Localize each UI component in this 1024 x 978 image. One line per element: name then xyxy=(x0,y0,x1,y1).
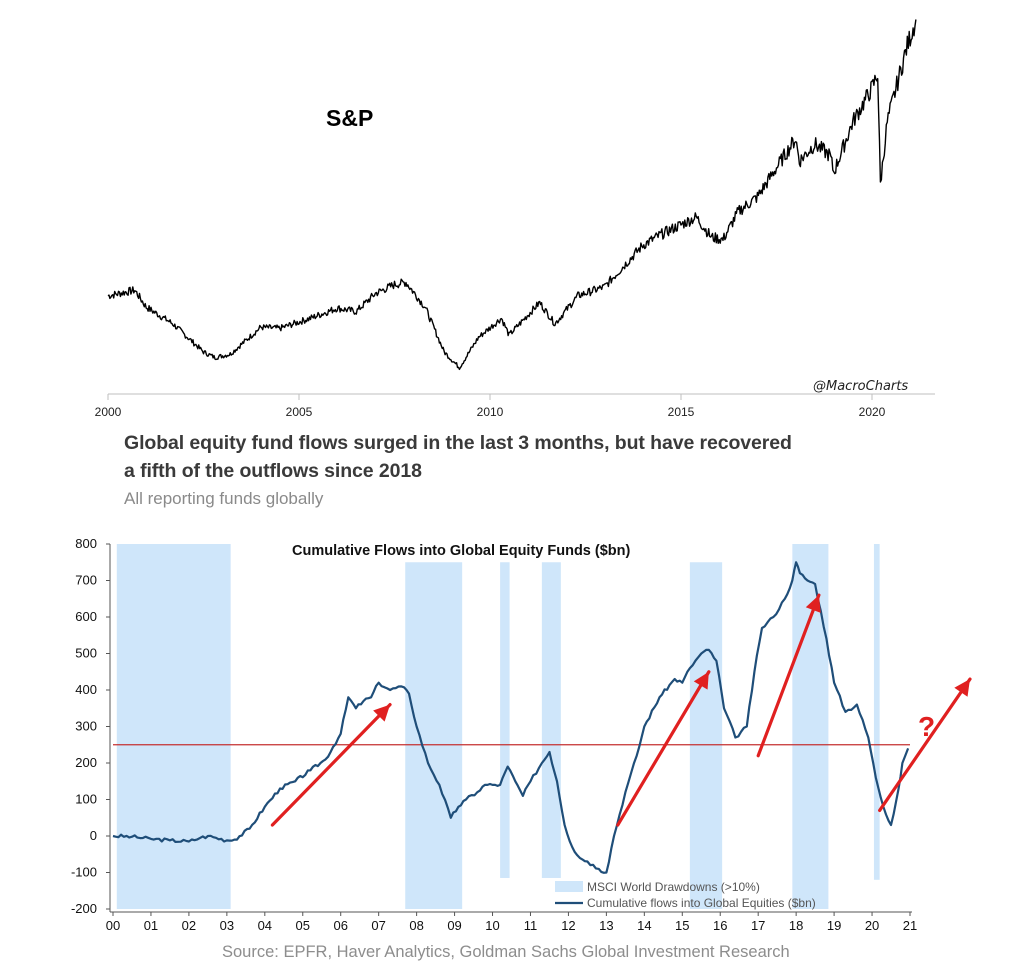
drawdown-band xyxy=(541,562,561,878)
x-tick-label: 17 xyxy=(751,918,765,933)
x-tick-label: 08 xyxy=(409,918,423,933)
x-tick-label: 00 xyxy=(106,918,120,933)
y-tick-label: 100 xyxy=(75,792,97,807)
sp-series-line xyxy=(107,19,917,371)
x-tick-label: 15 xyxy=(675,918,689,933)
x-tick-label: 04 xyxy=(258,918,272,933)
y-tick-label: 600 xyxy=(75,609,97,624)
drawdown-band xyxy=(405,562,463,909)
trend-arrow-head xyxy=(693,671,709,690)
drawdown-band xyxy=(500,562,510,878)
flows-chart-title: Cumulative Flows into Global Equity Fund… xyxy=(292,543,631,559)
x-tick-label: 01 xyxy=(144,918,158,933)
trend-arrows xyxy=(270,593,972,827)
y-tick-label: 300 xyxy=(75,719,97,734)
drawdown-band xyxy=(689,562,723,909)
sp-x-ticks: 2000 2005 2010 2015 2020 xyxy=(95,394,886,419)
x-tick-label: 02 xyxy=(182,918,196,933)
headline-line-2: a fifth of the outflows since 2018 xyxy=(124,460,422,482)
x-tick-label: 14 xyxy=(637,918,651,933)
trend-arrow-head xyxy=(954,679,970,697)
legend-label-drawdowns: MSCI World Drawdowns (>10%) xyxy=(587,880,760,894)
trend-arrow xyxy=(878,677,972,813)
trend-arrow-head xyxy=(373,704,391,722)
y-tick-label: 800 xyxy=(75,536,97,551)
drawdown-band xyxy=(116,544,231,909)
x-tick-label: 20 xyxy=(865,918,879,933)
source-note: Source: EPFR, Haver Analytics, Goldman S… xyxy=(222,943,790,961)
legend-label-flows: Cumulative flows into Global Equities ($… xyxy=(587,896,816,910)
drawdown-bands xyxy=(116,544,880,909)
flows-y-ticks: 800 700 600 500 400 300 200 100 0 -100 -200 xyxy=(71,536,110,916)
subheadline: All reporting funds globally xyxy=(124,489,324,508)
y-tick-label: 500 xyxy=(75,646,97,661)
watermark: @MacroCharts xyxy=(813,379,908,394)
x-tick-label: 10 xyxy=(485,918,499,933)
y-tick-label: 400 xyxy=(75,682,97,697)
drawdown-band xyxy=(873,544,880,880)
sp-label: S&P xyxy=(326,105,373,131)
flows-x-ticks: 00 01 02 03 04 05 06 07 08 09 10 11 12 13 14 15 16 17 18 19… xyxy=(106,912,917,933)
y-tick-label: 200 xyxy=(75,755,97,770)
x-tick-label: 13 xyxy=(599,918,613,933)
flows-series-line xyxy=(112,561,910,874)
x-tick-label: 16 xyxy=(713,918,727,933)
y-tick-label: 700 xyxy=(75,573,97,588)
drawdown-band xyxy=(792,544,829,909)
x-tick-label: 09 xyxy=(447,918,461,933)
legend: MSCI World Drawdowns (>10%) Cumulative f… xyxy=(555,880,816,910)
sp-x-tick-label: 2010 xyxy=(477,405,504,419)
x-tick-label: 18 xyxy=(789,918,803,933)
sp-x-tick-label: 2020 xyxy=(859,405,886,419)
y-tick-label: -200 xyxy=(71,901,97,916)
headline-line-1: Global equity fund flows surged in the l… xyxy=(124,432,792,454)
x-tick-label: 07 xyxy=(371,918,385,933)
x-tick-label: 05 xyxy=(296,918,310,933)
x-tick-label: 19 xyxy=(827,918,841,933)
flows-chart: 800 700 600 500 400 300 200 100 0 -100 -200 00 01 02… xyxy=(71,536,972,933)
x-tick-label: 12 xyxy=(561,918,575,933)
sp-x-tick-label: 2000 xyxy=(95,405,122,419)
x-tick-label: 21 xyxy=(903,918,917,933)
trend-arrow xyxy=(616,670,711,827)
sp-x-tick-label: 2015 xyxy=(668,405,695,419)
trend-arrow-head xyxy=(805,595,821,613)
trend-arrow xyxy=(756,593,821,758)
sp-x-tick-label: 2005 xyxy=(286,405,313,419)
question-mark: ? xyxy=(918,711,935,742)
x-tick-label: 06 xyxy=(333,918,347,933)
trend-arrow xyxy=(270,702,392,827)
legend-swatch-drawdowns xyxy=(555,881,583,892)
x-tick-label: 03 xyxy=(220,918,234,933)
y-tick-label: -100 xyxy=(71,865,97,880)
x-tick-label: 11 xyxy=(524,918,538,933)
y-tick-label: 0 xyxy=(90,828,97,843)
sp-chart: 2000 2005 2010 2015 2020 S&P @MacroCharts xyxy=(95,19,935,419)
